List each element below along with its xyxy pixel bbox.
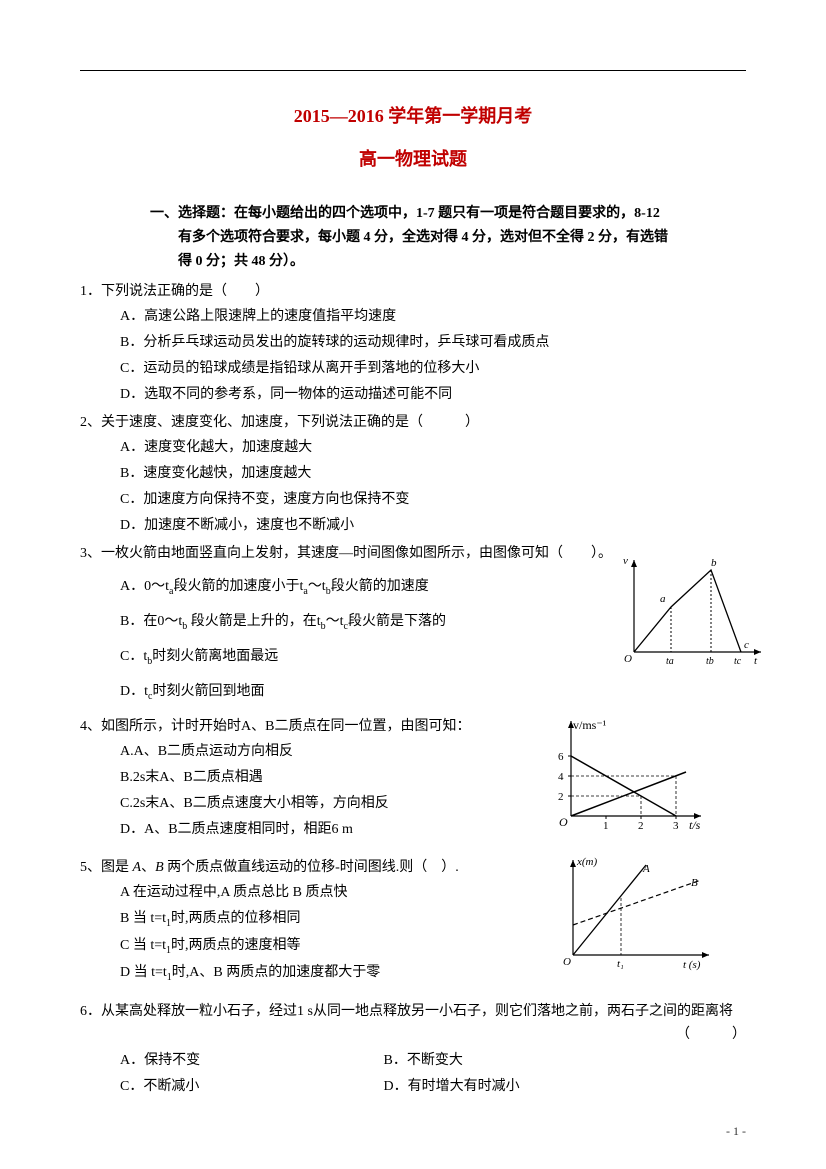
fig4-y4: 4: [558, 771, 564, 783]
fig3-b: b: [711, 557, 717, 569]
question-4: 4、如图所示，计时开始时A、B二质点在同一位置，由图可知： A.A、B二质点运动…: [80, 715, 746, 842]
q6-blank: （ ）: [676, 1023, 746, 1047]
vt-graph-icon: v t O a b c ta tb tc: [616, 552, 766, 672]
fig3-tb: tb: [706, 656, 714, 667]
fig5-A: A: [642, 863, 650, 875]
page: 2015—2016 学年第一学期月考 高一物理试题 一、选择题：在每小题给出的四…: [0, 0, 826, 1169]
q4-opt-d: D．A、B二质点速度相同时，相距6 m: [120, 818, 480, 842]
page-number: - 1 -: [726, 1121, 746, 1141]
q5-graph-icon: x(m) t (s) O A B t₁: [551, 850, 716, 975]
figure-q3: v t O a b c ta tb tc: [616, 552, 766, 681]
q3-options: A．0～ta段火箭的加速度小于ta～tb段火箭的加速度 B．在0～tb 段火箭是…: [80, 575, 560, 704]
q1-opt-a: A．高速公路上限速牌上的速度值指平均速度: [120, 305, 746, 329]
fig3-ta: ta: [666, 656, 674, 667]
q2-opt-c: C．加速度方向保持不变，速度方向也保持不变: [120, 488, 746, 512]
q1-opt-c: C．运动员的铅球成绩是指铅球从离开手到落地的位移大小: [120, 357, 746, 381]
q1-stem: 1．下列说法正确的是（ ）: [80, 280, 746, 304]
question-5: 5、图是 A、B 两个质点做直线运动的位移-时间图线.则（ ）. A 在运动过程…: [80, 856, 746, 986]
q1-opt-b: B．分析乒乓球运动员发出的旋转球的运动规律时，乒乓球可看成质点: [120, 331, 746, 355]
fig4-y2: 2: [558, 791, 564, 803]
fig4-ylabel: v/ms⁻¹: [573, 718, 607, 732]
q4-opt-c: C.2s末A、B二质点速度大小相等，方向相反: [120, 792, 480, 816]
section-line3: 得 0 分；共 48 分）。: [150, 250, 746, 274]
figure-q4: v/ms⁻¹ t/s O 2 4 6 1 2 3: [541, 711, 711, 845]
fig4-y6: 6: [558, 751, 564, 763]
q2-opt-b: B．速度变化越快，加速度越大: [120, 462, 746, 486]
sub-title: 高一物理试题: [80, 144, 746, 175]
question-6: 6．从某高处释放一粒小石子，经过1 s从同一地点释放另一小石子，则它们落地之前，…: [80, 1000, 746, 1099]
q5-opt-a: A 在运动过程中,A 质点总比 B 质点快: [120, 881, 500, 905]
top-rule: [80, 70, 746, 71]
main-title: 2015—2016 学年第一学期月考: [80, 101, 746, 132]
q5-opt-d: D 当 t=t1时,A、B 两质点的加速度都大于零: [120, 961, 500, 986]
q3-opt-a: A．0～ta段火箭的加速度小于ta～tb段火箭的加速度: [120, 575, 560, 600]
fig3-t-label: t: [754, 655, 758, 667]
section-heading: 一、选择题：在每小题给出的四个选项中，1-7 题只有一项是符合题目要求的，8-1…: [80, 202, 746, 273]
fig3-tc: tc: [734, 656, 742, 667]
fig4-O: O: [559, 815, 568, 829]
question-3: 3、一枚火箭由地面竖直向上发射，其速度—时间图像如图所示，由图像可知（ ）。 A…: [80, 542, 746, 705]
q6-opt-c: C．不断减小: [120, 1075, 380, 1099]
fig5-O: O: [563, 956, 571, 968]
fig4-x2: 2: [638, 820, 644, 832]
question-1: 1．下列说法正确的是（ ） A．高速公路上限速牌上的速度值指平均速度 B．分析乒…: [80, 280, 746, 407]
fig3-O: O: [624, 653, 632, 665]
q2-opt-d: D．加速度不断减小，速度也不断减小: [120, 514, 746, 538]
figure-q5: x(m) t (s) O A B t₁: [551, 850, 716, 984]
question-2: 2、关于速度、速度变化、加速度，下列说法正确的是（ ） A．速度变化越大，加速度…: [80, 411, 746, 538]
fig3-v-label: v: [623, 555, 628, 567]
q4-options: A.A、B二质点运动方向相反 B.2s末A、B二质点相遇 C.2s末A、B二质点…: [80, 740, 480, 841]
q3-opt-b: B．在0～tb 段火箭是上升的，在tb～tc段火箭是下落的: [120, 610, 560, 635]
q6-opt-d: D．有时增大有时减小: [384, 1075, 564, 1099]
fig5-t1: t₁: [617, 958, 624, 970]
fig4-xlabel: t/s: [689, 818, 701, 832]
fig5-xlabel: t (s): [683, 959, 701, 971]
fig3-a: a: [660, 593, 666, 605]
fig3-c: c: [744, 639, 749, 651]
fig4-x3: 3: [673, 820, 679, 832]
q6-opt-b: B．不断变大: [384, 1049, 564, 1073]
q2-opt-a: A．速度变化越大，加速度越大: [120, 436, 746, 460]
q6-row2: C．不断减小 D．有时增大有时减小: [120, 1075, 746, 1099]
q5-opt-c: C 当 t=t1时,两质点的速度相等: [120, 934, 500, 959]
q3-opt-d: D．tc时刻火箭回到地面: [120, 680, 560, 705]
q6-row1: A．保持不变 B．不断变大: [120, 1049, 746, 1073]
q3-opt-c: C．tb时刻火箭离地面最远: [120, 645, 560, 670]
q5-options: A 在运动过程中,A 质点总比 B 质点快 B 当 t=t1时,两质点的位移相同…: [80, 881, 500, 985]
q4-graph-icon: v/ms⁻¹ t/s O 2 4 6 1 2 3: [541, 711, 711, 836]
q2-stem: 2、关于速度、速度变化、加速度，下列说法正确的是（ ）: [80, 411, 746, 435]
q1-options: A．高速公路上限速牌上的速度值指平均速度 B．分析乒乓球运动员发出的旋转球的运动…: [80, 305, 746, 406]
fig4-x1: 1: [603, 820, 609, 832]
q6-opt-a: A．保持不变: [120, 1049, 380, 1073]
q4-opt-b: B.2s末A、B二质点相遇: [120, 766, 480, 790]
q2-options: A．速度变化越大，加速度越大 B．速度变化越快，加速度越大 C．加速度方向保持不…: [80, 436, 746, 537]
q6-stem: 6．从某高处释放一粒小石子，经过1 s从同一地点释放另一小石子，则它们落地之前，…: [80, 1000, 746, 1048]
q6-options: A．保持不变 B．不断变大 C．不断减小 D．有时增大有时减小: [80, 1049, 746, 1099]
q5-opt-b: B 当 t=t1时,两质点的位移相同: [120, 907, 500, 932]
fig5-ylabel: x(m): [576, 856, 597, 868]
q1-opt-d: D．选取不同的参考系，同一物体的运动描述可能不同: [120, 383, 746, 407]
q4-opt-a: A.A、B二质点运动方向相反: [120, 740, 480, 764]
fig5-B: B: [691, 877, 698, 889]
section-line1: 一、选择题：在每小题给出的四个选项中，1-7 题只有一项是符合题目要求的，8-1…: [150, 206, 660, 221]
section-line2: 有多个选项符合要求，每小题 4 分，全选对得 4 分，选对但不全得 2 分，有选…: [150, 226, 746, 250]
